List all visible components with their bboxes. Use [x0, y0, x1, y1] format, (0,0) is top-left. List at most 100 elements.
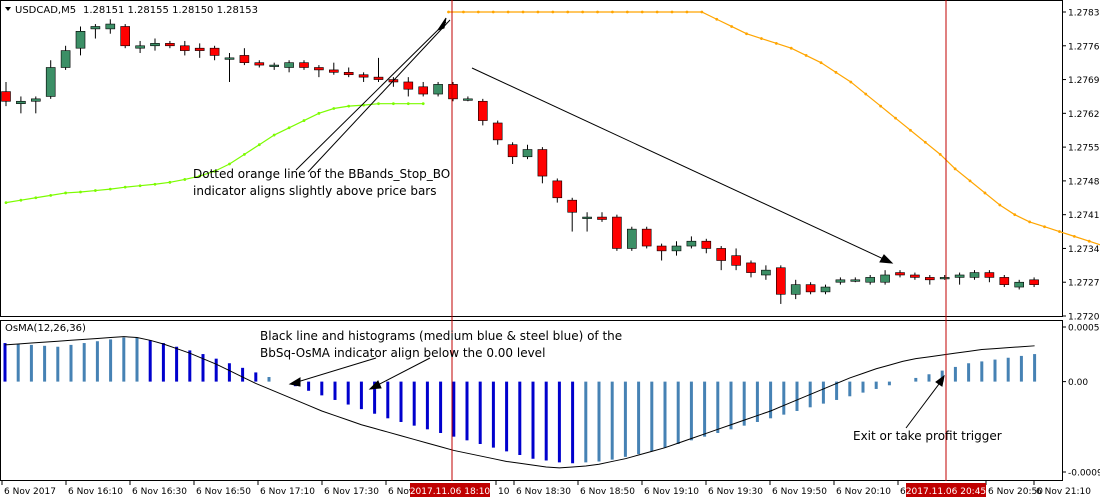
orange-stop-dot — [447, 10, 450, 14]
price-tick-label: 1.27345 — [1068, 245, 1100, 255]
orange-stop-dot — [834, 70, 838, 74]
green-stop-dot — [228, 162, 231, 166]
time-tick-label: 6 Nov 19:50 — [772, 487, 827, 497]
candle-body — [463, 98, 473, 101]
osma-label: OsMA(12,26,36) — [5, 323, 86, 334]
candle-body — [254, 62, 265, 66]
candle-body — [75, 31, 86, 49]
orange-stop-line — [447, 10, 1100, 246]
orange-stop-dot — [566, 10, 570, 14]
candle-body — [522, 149, 533, 158]
menu-triangle-icon[interactable] — [5, 7, 11, 11]
osma-histogram — [3, 337, 1037, 464]
green-stop-dot — [79, 190, 82, 194]
candle-body — [597, 216, 607, 220]
green-stop-dot — [138, 184, 142, 188]
symbol-label: USDCAD,M5 — [15, 5, 76, 16]
orange-note-line1: Dotted orange line of the BBands_Stop_BO — [193, 167, 450, 181]
time-tick-label: 10 — [498, 487, 510, 497]
orange-stop-dot — [879, 104, 883, 108]
candle-body — [939, 277, 950, 280]
candle-body — [239, 55, 250, 63]
orange-stop-dot — [715, 17, 719, 21]
green-stop-dot — [49, 193, 53, 197]
time-tick-label: 6 Nov 19:10 — [644, 487, 699, 497]
candle-body — [328, 69, 339, 73]
green-stop-dot — [34, 196, 38, 200]
green-stop-dot — [287, 126, 291, 130]
candle-body — [865, 277, 876, 283]
green-stop-dot — [317, 111, 321, 115]
green-stop-dot — [183, 178, 187, 181]
orange-stop-dot — [1072, 234, 1076, 238]
arrow-head-2 — [879, 254, 894, 264]
candle-body — [492, 122, 503, 141]
candle-body — [1, 91, 11, 102]
orange-stop-dot — [506, 10, 510, 14]
arrow-head-5 — [935, 374, 945, 387]
candle-body — [999, 277, 1010, 285]
time-tick-label: 6 Nov 2017 — [4, 487, 56, 497]
candle-body — [626, 228, 637, 249]
candle-body — [343, 72, 354, 76]
candle-body — [373, 76, 384, 80]
candle-body — [612, 216, 622, 249]
orange-stop-dot — [923, 140, 927, 144]
candle-body — [775, 267, 786, 295]
green-stop-dot — [272, 133, 276, 137]
osma-note-line2: BbSq-OsMA indicator align below the 0.00… — [260, 346, 545, 360]
osma-tick-label: 0.00 — [1068, 378, 1088, 388]
candle-body — [820, 286, 831, 293]
orange-stop-dot — [789, 46, 793, 50]
exit-time-label: 2017.11.06 20:45 — [906, 487, 986, 497]
green-stop-dot — [108, 187, 112, 191]
orange-stop-dot — [1013, 213, 1017, 217]
orange-stop-dot — [745, 32, 748, 36]
price-tick-label: 1.27695 — [1068, 76, 1100, 86]
price-tick-label: 1.27555 — [1068, 144, 1100, 154]
green-stop-dot — [302, 119, 306, 122]
orange-stop-dot — [476, 10, 480, 14]
candle-body — [433, 84, 443, 95]
candle-body — [284, 62, 294, 68]
ohlc-label: 1.28151 1.28155 1.28150 1.28153 — [83, 5, 258, 16]
candle-body — [448, 84, 458, 100]
orange-stop-dot — [804, 54, 808, 57]
annotation-arrows — [288, 17, 945, 429]
candle-body — [924, 277, 935, 281]
exit-note: Exit or take profit trigger — [853, 429, 1002, 443]
candle-body — [1014, 281, 1025, 288]
green-stop-dot — [168, 180, 172, 184]
candle-body — [45, 67, 56, 97]
time-tick-label: 6 Nov 20:50 — [988, 487, 1043, 497]
arrow-osma-b — [371, 357, 431, 389]
candle-body — [746, 262, 756, 273]
orange-note-line2: indicator aligns slightly above price ba… — [193, 184, 437, 198]
orange-stop-dot — [670, 10, 674, 14]
candle-body — [582, 216, 592, 219]
candle-body — [135, 45, 145, 49]
orange-stop-dot — [596, 10, 599, 14]
candle-body — [1029, 279, 1039, 285]
green-stop-dot — [421, 102, 425, 106]
price-tick-label: 1.27485 — [1068, 177, 1100, 187]
osma-signal-line — [4, 336, 1035, 469]
candle-body — [552, 180, 563, 199]
time-tick-label: 6 Nov 21:10 — [1036, 487, 1091, 497]
orange-stop-dot — [730, 25, 734, 28]
candle-body — [850, 279, 861, 282]
orange-stop-dot — [640, 10, 644, 14]
candle-body — [984, 272, 995, 278]
orange-stop-dot — [774, 41, 778, 45]
arrow-orange-note-b — [307, 19, 451, 173]
green-stop-dot — [198, 174, 202, 178]
candle-body — [418, 86, 429, 95]
orange-stop-dot — [938, 152, 942, 156]
arrow-osma-a — [293, 357, 377, 384]
candle-body — [969, 272, 980, 278]
time-tick-label: 6 Nov 16:30 — [132, 487, 187, 497]
green-stop-dot — [94, 189, 97, 192]
green-stop-dot — [332, 107, 336, 110]
time-tick-label: 6 Nov 20:10 — [836, 487, 891, 497]
price-tick-label: 1.27275 — [1068, 279, 1100, 289]
